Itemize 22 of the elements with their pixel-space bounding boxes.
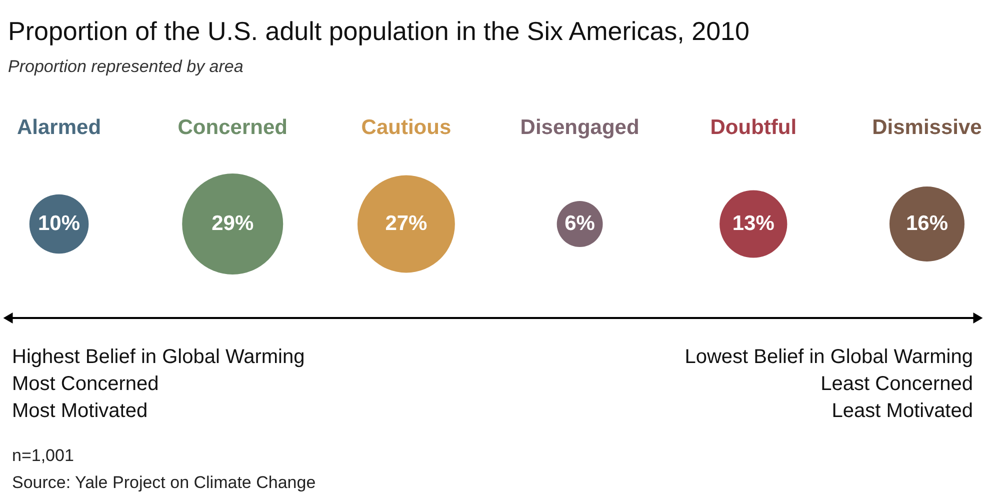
text: Most Concerned (12, 373, 159, 395)
category-label: Cautious (361, 116, 452, 139)
text: Most Motivated (12, 400, 148, 422)
text: Least Concerned (820, 373, 973, 395)
category-label: Concerned (178, 116, 288, 139)
text: Least Motivated (832, 400, 973, 422)
data-label: 29% (212, 212, 254, 235)
category-label: Doubtful (710, 116, 797, 139)
category-label: Alarmed (17, 116, 102, 139)
data-label: 10% (38, 212, 80, 235)
text: n=1,001 (12, 446, 74, 465)
data-label: 16% (906, 212, 948, 235)
category-label: Disengaged (520, 116, 640, 139)
data-label: 6% (564, 212, 596, 235)
text: Lowest Belief in Global Warming (684, 346, 973, 368)
text: Proportion of the U.S. adult population in the Six Americas, 2010 (8, 16, 750, 46)
data-label: 13% (732, 212, 775, 235)
data-label: 27% (385, 212, 428, 235)
source-note: Source: Yale Project on Climate Change (12, 473, 316, 492)
category-label: Dismissive (872, 116, 982, 139)
text: Highest Belief in Global Warming (12, 346, 305, 368)
text: Proportion represented by area (8, 57, 244, 76)
